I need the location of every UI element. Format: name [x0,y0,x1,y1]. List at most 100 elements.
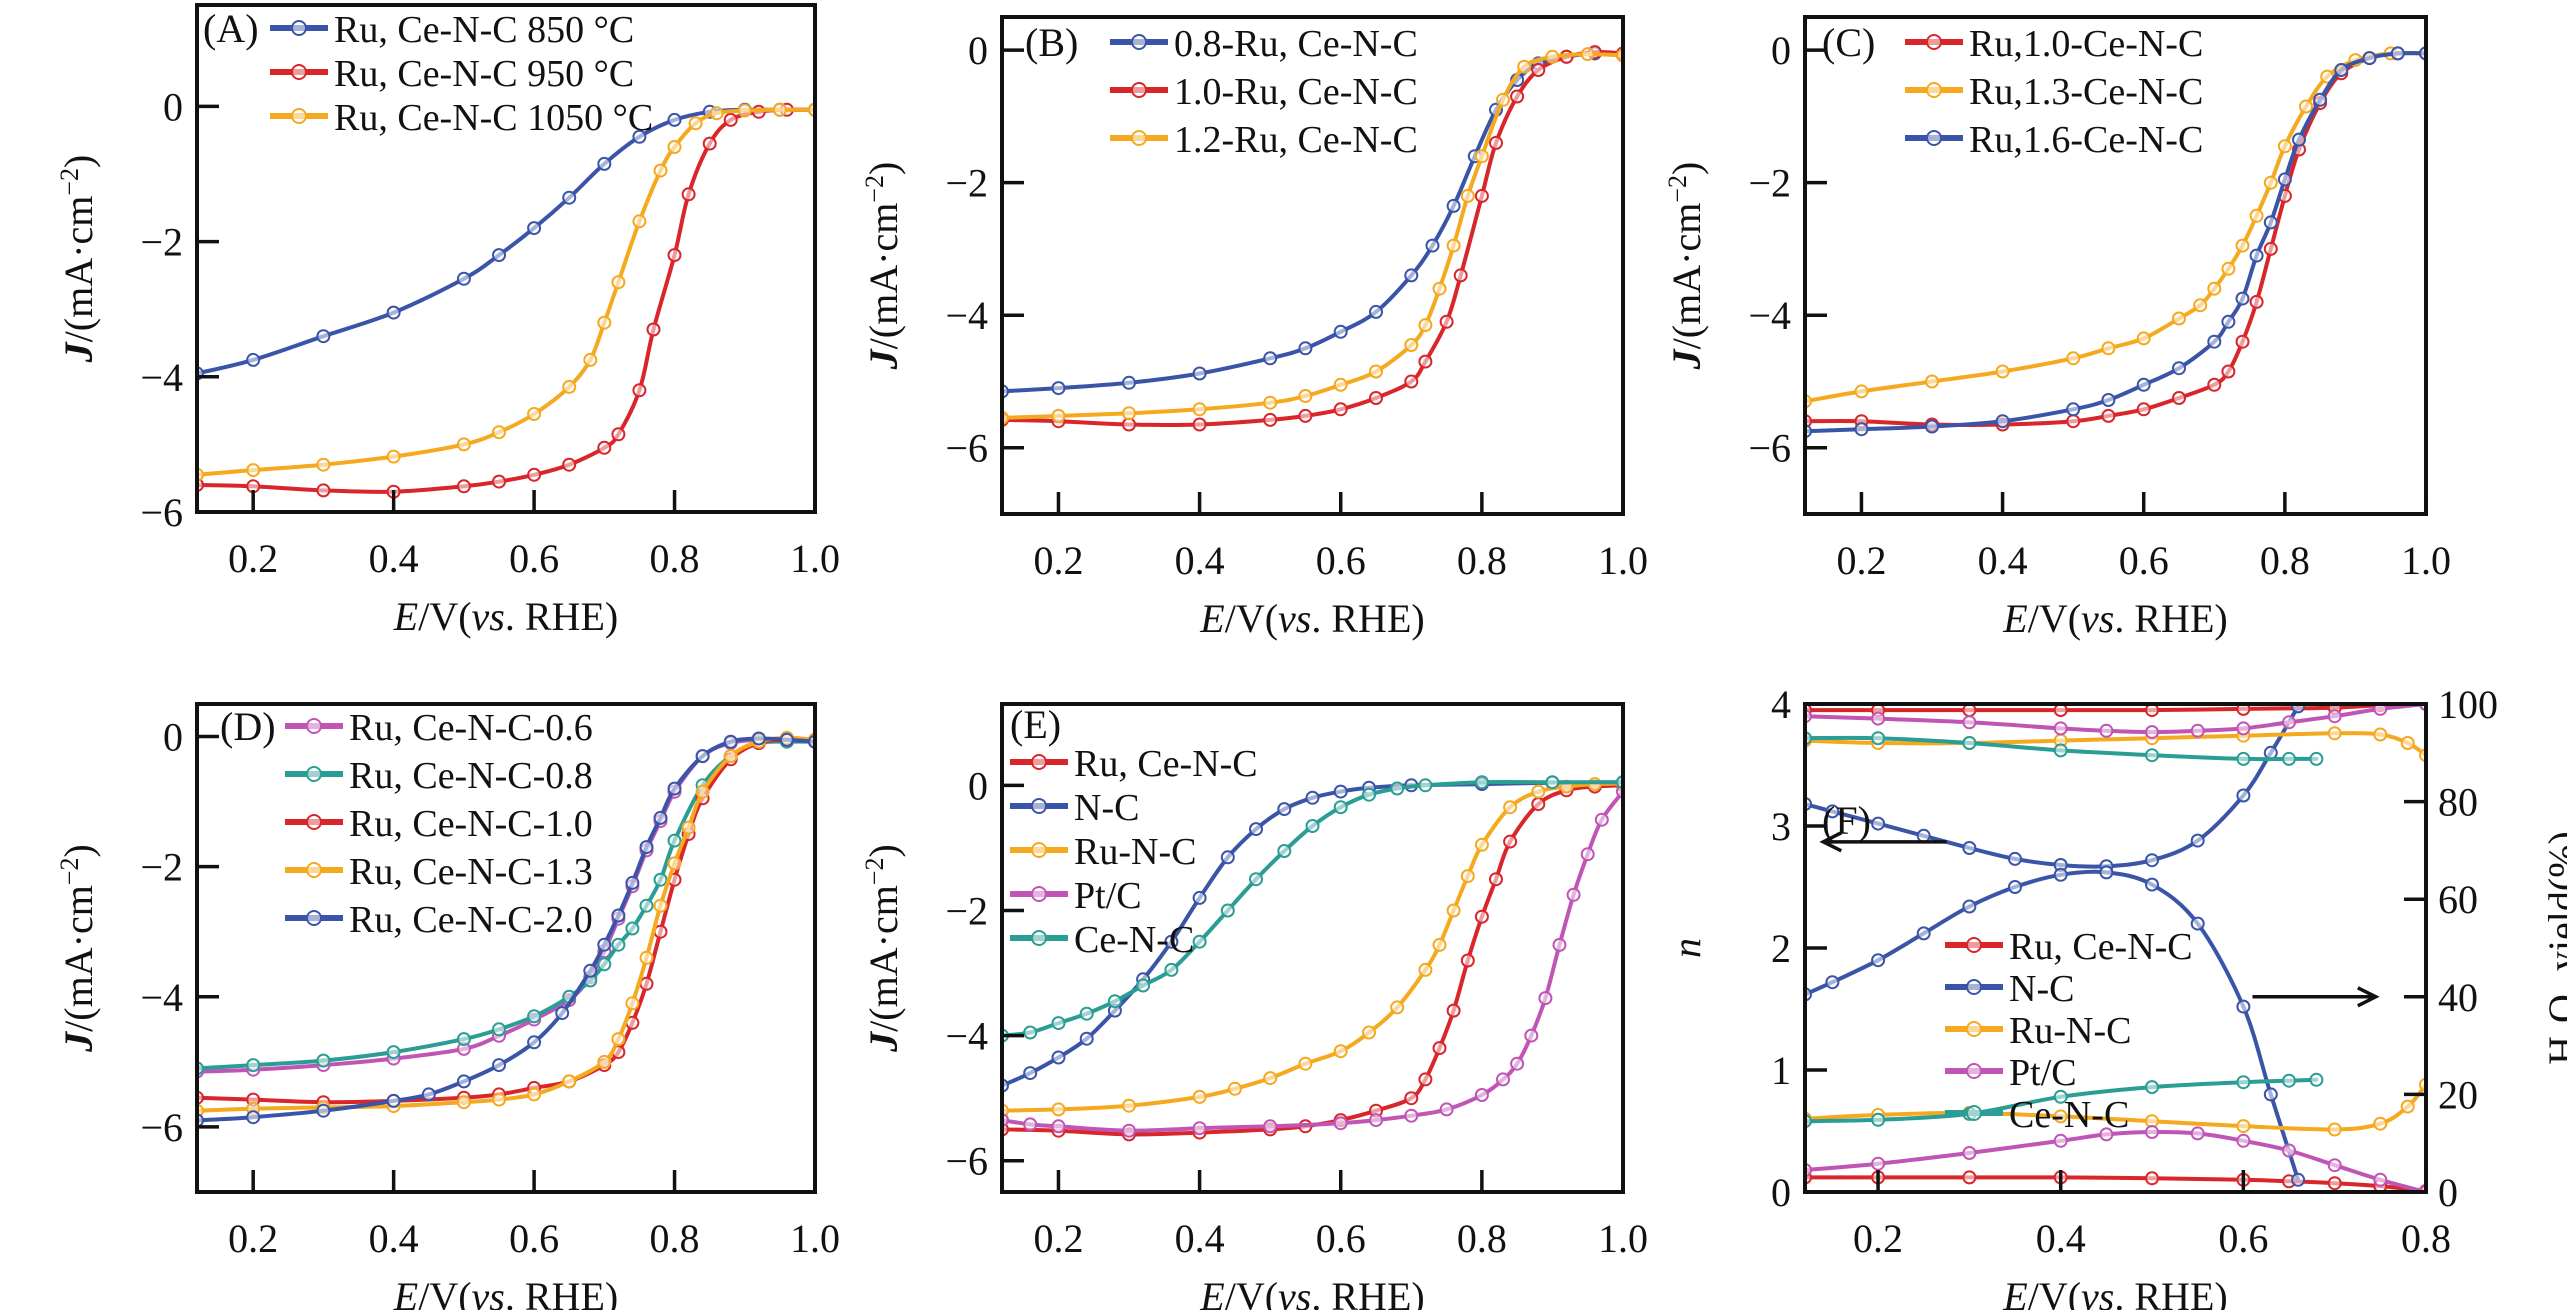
y-tick-label: −2 [945,888,988,933]
data-point [1298,389,1313,403]
legend-label: Ru,1.6-Ce-N-C [1969,119,2203,161]
data-point [2236,788,2251,803]
panel-tag: (B) [1025,20,1078,65]
legend-item: 1.2-Ru, Ce-N-C [1110,119,1418,161]
data-point [2327,1158,2342,1173]
data-point [1446,903,1461,918]
data-point [1962,736,1977,750]
data-point [1164,962,1179,977]
data-point [1192,1121,1207,1136]
plot-area [1805,704,2426,1192]
data-point [1333,784,1348,799]
legend: 0.8-Ru, Ce-N-C 1.0-Ru, Ce-N-C 1.2-Ru, Ce-N… [1110,23,1418,161]
data-point [2145,725,2159,740]
data-point [611,1032,626,1047]
data-point [2282,1143,2296,1158]
data-point [1227,1081,1242,1096]
data-point [527,1009,542,1024]
y2-tick-label: 0 [2438,1170,2458,1215]
data-point [2066,402,2081,417]
data-point [527,1087,542,1102]
y-tick-label: 0 [163,84,183,129]
data-point [2145,877,2159,892]
data-point [1369,1113,1383,1128]
plot-area [1002,45,1623,432]
x-axis-symbol: E [1199,1274,1224,1310]
x-axis-symbol: E [2002,596,2027,641]
data-point [1474,188,1489,203]
data-point [2236,1075,2251,1090]
x-axis-ref: . RHE) [2114,1274,2227,1310]
data-point [246,1110,261,1125]
data-point [1432,1041,1447,1056]
data-point [2190,833,2205,848]
data-point [653,872,668,887]
data-point [2277,139,2292,154]
legend-marker [291,64,307,80]
legend: Ru, Ce-N-CN-CRu-N-CPt/CCe-N-C [1945,926,2193,1136]
x-tick-label: 0.6 [509,1216,559,1261]
x-tick-label: 0.6 [509,536,559,581]
data-point [639,898,654,913]
x-tick-label: 0.6 [1316,538,1366,583]
data-point [1474,837,1489,852]
y-axis-unit: /(mA·cm [861,885,906,1032]
x-axis-unit: /V( [418,594,471,639]
data-point [2136,377,2151,392]
data-point [1023,1066,1038,1081]
y2-title-yield: yield(%) [2540,831,2567,981]
y-axis-exponent: −2 [55,168,84,196]
data-point [1460,869,1475,884]
plot-frame [1000,15,1625,516]
data-point [1489,135,1503,150]
data-point [1453,268,1468,283]
data-point [1079,1031,1094,1046]
series-ru-ce-n-c-850-c [197,102,815,381]
data-point [1277,802,1292,817]
series-ce-n-c [1002,775,1623,1043]
data-point [1263,1071,1278,1086]
legend-label: Ru-N-C [1074,831,1196,873]
legend-label: Pt/C [2009,1052,2077,1094]
data-point [1425,238,1440,253]
x-axis-unit: /V( [2028,596,2081,641]
data-point [1531,784,1546,799]
y2-tick-label: 100 [2438,682,2498,727]
data-point [632,383,647,398]
legend-marker [306,814,322,830]
legend-item: Ru,1.6-Ce-N-C [1905,119,2203,161]
y-tick-label: −6 [140,1105,183,1150]
legend-marker [1131,34,1147,50]
data-point [2066,414,2081,429]
data-point [1249,822,1263,837]
legend-label: Ru, Ce-N-C-0.6 [349,707,593,749]
data-point [1871,1156,1886,1171]
data-point [751,731,766,746]
data-point [1510,89,1525,104]
y-axis-close: ) [56,844,101,857]
plot-area [197,102,815,499]
data-point [1023,1117,1038,1132]
data-point [1510,1056,1525,1071]
data-point [1418,354,1433,369]
y-tick-label: −4 [140,355,183,400]
x-axis-title: E/V(vs. RHE) [2002,596,2227,641]
data-point [772,102,787,117]
data-point [611,427,626,442]
legend-label: N-C [2009,968,2074,1010]
y-axis-title: J/(mA·cm−2) [860,844,907,1053]
x-axis-symbol: E [2002,1274,2027,1310]
legend-item: Pt/C [1010,875,1142,917]
legend-item: Ru-N-C [1945,1010,2131,1052]
legend-item: N-C [1945,968,2074,1010]
y2-title-h: H [2540,1036,2567,1065]
data-point [1404,338,1419,352]
series-line [1805,1077,2319,1124]
data-point [1362,1025,1376,1040]
data-point [1418,962,1433,977]
legend-marker [1031,754,1047,770]
series-pt-c-yield [1805,1125,2426,1192]
x-tick-label: 0.2 [1836,538,1886,583]
data-point [2236,1133,2251,1148]
x-axis-vs: vs [1278,1274,1311,1310]
